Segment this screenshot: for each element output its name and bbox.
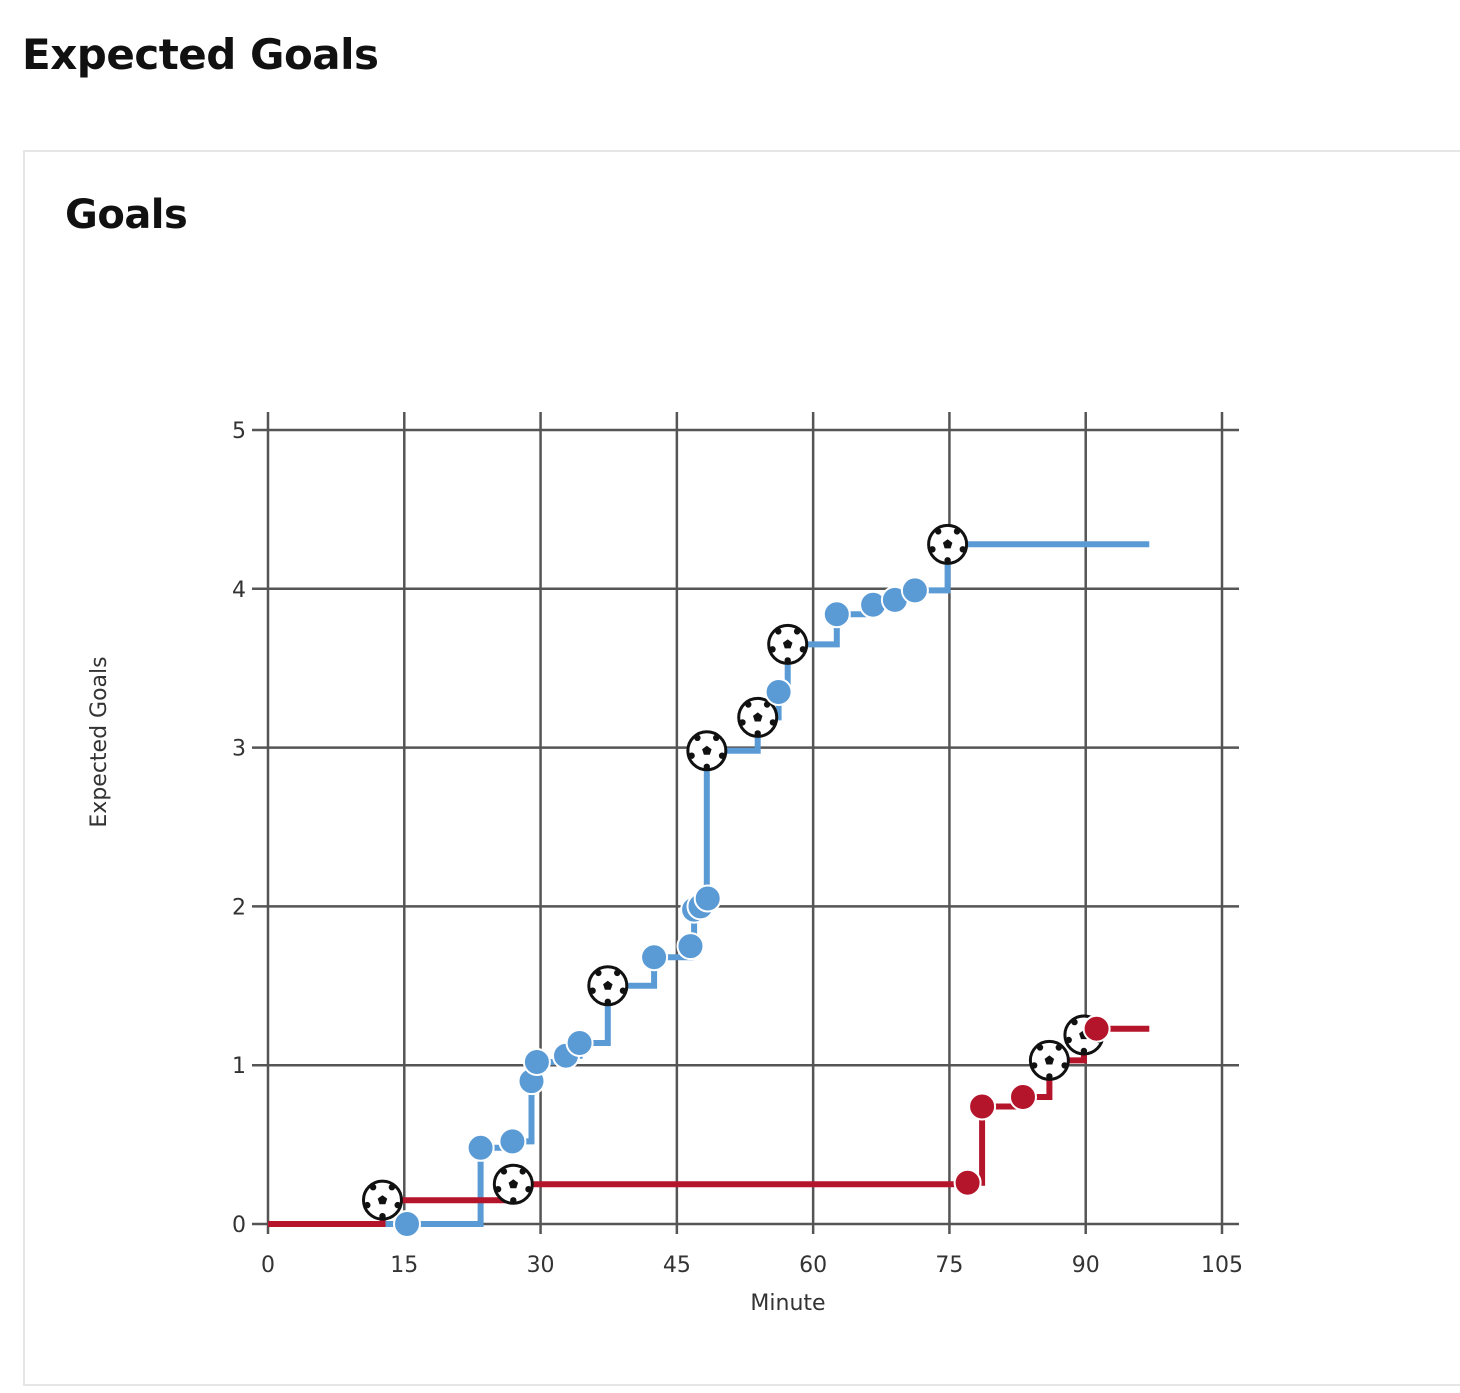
card-title: Goals (65, 192, 188, 238)
x-tick-label: 105 (1201, 1253, 1243, 1278)
shot-point (565, 1029, 594, 1057)
shot-point (968, 1092, 997, 1121)
goal-ball-icon (587, 965, 629, 1007)
page-title: Expected Goals (22, 30, 379, 79)
shot-point (1009, 1083, 1037, 1111)
y-tick-label: 1 (232, 1054, 246, 1079)
grid (252, 412, 1239, 1234)
goal-ball-icon (686, 730, 728, 772)
x-tick-label: 90 (1072, 1253, 1100, 1278)
y-tick-label: 0 (232, 1213, 246, 1238)
series-1 (268, 523, 1150, 1238)
shot-point (1082, 1014, 1111, 1043)
shot-point (764, 678, 793, 706)
y-tick-label: 3 (232, 737, 246, 762)
shot-point (522, 1048, 551, 1076)
shot-point (640, 943, 669, 972)
goal-ball-icon (492, 1163, 534, 1205)
series-step-line (268, 541, 1150, 1227)
goal-ball-icon (361, 1179, 403, 1221)
shot-point (498, 1127, 527, 1156)
y-tick-label: 5 (232, 419, 246, 444)
x-tick-label: 0 (261, 1253, 275, 1278)
goal-ball-icon (767, 623, 809, 665)
y-tick-label: 2 (232, 895, 246, 920)
goal-ball-icon (1028, 1039, 1070, 1081)
shot-point (676, 932, 705, 961)
goal-ball-icon (927, 523, 969, 565)
shot-point (393, 1210, 421, 1238)
shot-point (953, 1168, 982, 1197)
x-axis-title: Minute (750, 1291, 825, 1316)
goals-card: Goals (23, 150, 1460, 1386)
x-tick-label: 30 (527, 1253, 555, 1278)
series-layer (268, 523, 1150, 1238)
shot-point (693, 884, 722, 913)
series-2 (268, 1014, 1150, 1227)
shot-point (466, 1133, 495, 1162)
shot-point (900, 576, 929, 605)
x-tick-label: 45 (663, 1253, 691, 1278)
x-tick-label: 75 (935, 1253, 963, 1278)
x-tick-label: 15 (390, 1253, 418, 1278)
goal-ball-icon (737, 696, 779, 738)
y-axis-title: Expected Goals (87, 656, 112, 827)
y-tick-label: 4 (232, 578, 246, 603)
shot-point (822, 600, 851, 629)
x-tick-label: 60 (799, 1253, 827, 1278)
